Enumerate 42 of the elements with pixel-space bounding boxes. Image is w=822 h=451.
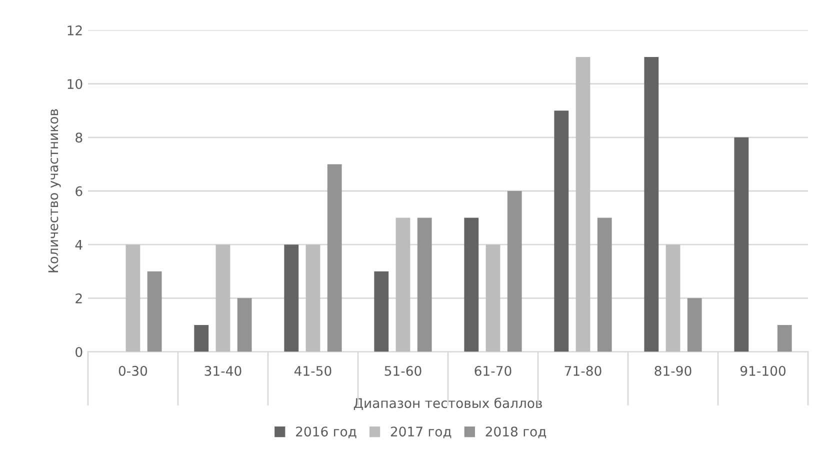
- bar: [734, 137, 749, 352]
- bar: [194, 324, 209, 352]
- legend-label: 2018 год: [486, 426, 546, 438]
- bar: [237, 298, 252, 352]
- bar: [306, 244, 320, 352]
- y-tick-label: 12: [68, 25, 82, 36]
- x-tick-label: 61-70: [474, 366, 512, 376]
- bar: [576, 57, 590, 352]
- bar: [486, 244, 500, 352]
- x-tick-label: 31-40: [204, 366, 242, 376]
- y-tick-label: 4: [75, 240, 82, 250]
- bar: [147, 271, 162, 352]
- legend-label: 2016 год: [296, 426, 356, 438]
- y-tick-label: 8: [76, 132, 82, 143]
- y-tick-label: 0: [76, 347, 82, 357]
- bar: [417, 218, 432, 352]
- bar: [216, 244, 230, 352]
- bar: [464, 218, 479, 352]
- x-tick-label: 71-80: [564, 366, 602, 376]
- bar: [396, 218, 410, 352]
- y-tick-label: 10: [68, 79, 82, 90]
- y-tick-label: 6: [76, 186, 82, 196]
- bar: [597, 218, 612, 352]
- bar: [554, 110, 569, 352]
- x-tick-label: 51-60: [384, 366, 422, 376]
- x-tick-label: 91-100: [740, 366, 786, 376]
- x-tick-label: 81-90: [654, 366, 692, 376]
- bar: [284, 244, 299, 352]
- bar: [687, 298, 702, 352]
- bar: [507, 191, 522, 352]
- bar: [777, 324, 792, 352]
- x-tick-label: 41-50: [294, 366, 332, 376]
- bar: [666, 244, 680, 352]
- legend-label: 2017 год: [390, 426, 452, 438]
- x-axis-title: Диапазон тестовых баллов: [354, 398, 542, 410]
- y-tick-label: 2: [76, 293, 82, 304]
- y-axis-title: Количество участников: [48, 109, 61, 272]
- bar: [644, 57, 659, 352]
- x-tick-label: 0-30: [118, 366, 148, 376]
- bar: [327, 164, 342, 352]
- bar: [126, 244, 140, 352]
- bar: [374, 271, 389, 352]
